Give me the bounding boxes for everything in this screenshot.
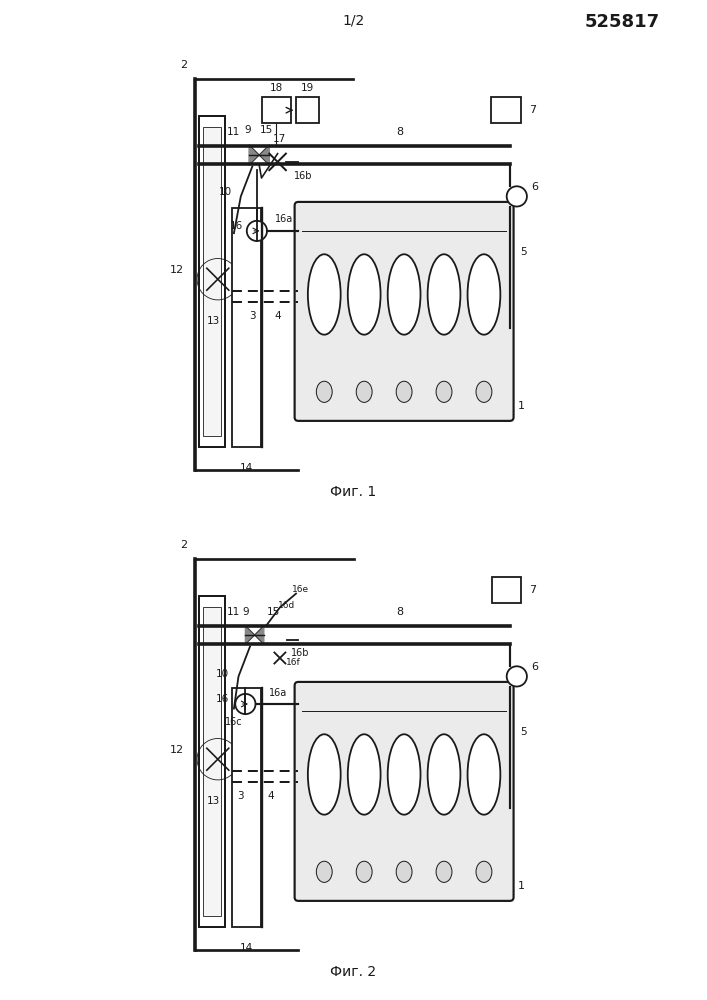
- Text: 3: 3: [249, 311, 256, 321]
- Text: 17: 17: [274, 134, 286, 144]
- Ellipse shape: [348, 254, 380, 335]
- Text: 16: 16: [230, 221, 243, 231]
- Text: 16f: 16f: [286, 658, 301, 667]
- Text: 525817: 525817: [585, 13, 660, 31]
- Ellipse shape: [316, 861, 332, 882]
- Text: 8: 8: [396, 607, 403, 617]
- Text: 10: 10: [216, 669, 229, 679]
- Polygon shape: [255, 626, 264, 644]
- Text: 1: 1: [518, 881, 525, 891]
- Text: 5: 5: [520, 727, 527, 737]
- Text: 2: 2: [180, 60, 187, 70]
- Text: 18: 18: [270, 83, 283, 93]
- Text: 2: 2: [180, 540, 187, 550]
- Ellipse shape: [387, 254, 421, 335]
- Text: 13: 13: [206, 796, 220, 806]
- Bar: [232, 208, 262, 447]
- Text: Фиг. 1: Фиг. 1: [330, 485, 377, 499]
- Text: 12: 12: [170, 265, 183, 275]
- Text: 11: 11: [227, 127, 240, 137]
- Text: 9: 9: [245, 125, 251, 135]
- Text: 7: 7: [530, 105, 537, 115]
- Bar: [296, 97, 319, 123]
- Ellipse shape: [308, 734, 341, 815]
- Ellipse shape: [356, 861, 372, 882]
- Polygon shape: [245, 626, 255, 644]
- Text: 14: 14: [240, 463, 253, 473]
- Text: 10: 10: [218, 187, 232, 197]
- Text: 15: 15: [259, 125, 273, 135]
- Ellipse shape: [348, 734, 380, 815]
- Circle shape: [247, 221, 267, 241]
- Text: 13: 13: [206, 316, 220, 326]
- Bar: [203, 127, 221, 436]
- Bar: [203, 607, 221, 916]
- Bar: [491, 577, 521, 603]
- Text: 6: 6: [532, 182, 539, 192]
- Text: 5: 5: [520, 247, 527, 257]
- Ellipse shape: [428, 734, 460, 815]
- Text: 16e: 16e: [292, 584, 309, 593]
- Text: 4: 4: [267, 791, 274, 801]
- Text: 16a: 16a: [269, 688, 287, 698]
- Text: 9: 9: [242, 607, 249, 617]
- Text: 19: 19: [301, 83, 314, 93]
- Text: 1: 1: [518, 401, 525, 411]
- FancyBboxPatch shape: [295, 202, 513, 421]
- Ellipse shape: [467, 734, 501, 815]
- Text: 15: 15: [267, 607, 280, 617]
- Bar: [491, 97, 521, 123]
- Text: 1/2: 1/2: [342, 13, 365, 27]
- Text: 12: 12: [170, 745, 183, 755]
- Ellipse shape: [396, 861, 412, 882]
- Ellipse shape: [467, 254, 501, 335]
- Text: 16d: 16d: [278, 601, 296, 610]
- Text: 3: 3: [238, 791, 244, 801]
- Ellipse shape: [308, 254, 341, 335]
- Text: 16b: 16b: [291, 648, 310, 658]
- Bar: [232, 688, 262, 927]
- Circle shape: [507, 666, 527, 687]
- Ellipse shape: [356, 381, 372, 402]
- Text: 16c: 16c: [225, 717, 243, 727]
- Text: 14: 14: [240, 943, 253, 953]
- Text: 6: 6: [532, 662, 539, 672]
- Bar: [262, 97, 291, 123]
- Ellipse shape: [436, 381, 452, 402]
- Text: 4: 4: [274, 311, 281, 321]
- Text: 16b: 16b: [293, 171, 312, 181]
- Circle shape: [507, 186, 527, 207]
- Bar: [199, 596, 225, 927]
- FancyBboxPatch shape: [295, 682, 513, 901]
- Polygon shape: [259, 145, 269, 165]
- Circle shape: [235, 694, 255, 714]
- Text: Фиг. 2: Фиг. 2: [330, 965, 377, 979]
- Polygon shape: [249, 145, 259, 165]
- Ellipse shape: [396, 381, 412, 402]
- Ellipse shape: [476, 381, 492, 402]
- Text: 16: 16: [216, 694, 229, 704]
- Ellipse shape: [476, 861, 492, 882]
- Text: 8: 8: [396, 127, 403, 137]
- Ellipse shape: [387, 734, 421, 815]
- Ellipse shape: [436, 861, 452, 882]
- Text: 7: 7: [530, 585, 537, 595]
- Ellipse shape: [428, 254, 460, 335]
- Ellipse shape: [316, 381, 332, 402]
- Text: 16a: 16a: [275, 214, 293, 224]
- Bar: [199, 116, 225, 447]
- Text: 11: 11: [227, 607, 240, 617]
